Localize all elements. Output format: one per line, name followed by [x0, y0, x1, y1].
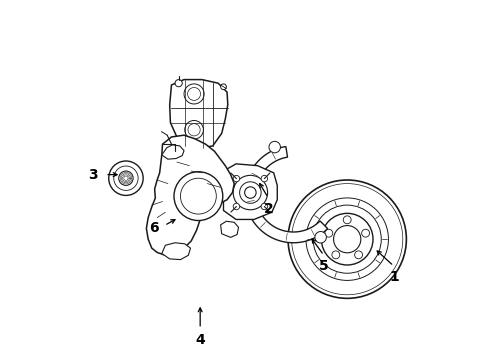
- Circle shape: [240, 182, 261, 203]
- Circle shape: [175, 80, 182, 87]
- Circle shape: [332, 251, 340, 259]
- Circle shape: [185, 121, 203, 139]
- Circle shape: [261, 203, 268, 210]
- Circle shape: [325, 229, 333, 237]
- Circle shape: [188, 124, 200, 136]
- Circle shape: [109, 161, 143, 195]
- Text: 3: 3: [88, 168, 98, 182]
- Circle shape: [334, 226, 361, 253]
- Circle shape: [261, 175, 268, 182]
- Text: 5: 5: [319, 259, 329, 273]
- Circle shape: [245, 187, 256, 198]
- Circle shape: [343, 216, 351, 224]
- Polygon shape: [170, 80, 228, 148]
- Polygon shape: [223, 164, 277, 220]
- Circle shape: [288, 180, 406, 298]
- Circle shape: [114, 166, 138, 190]
- Circle shape: [119, 171, 133, 185]
- Polygon shape: [162, 243, 191, 260]
- Circle shape: [233, 203, 240, 210]
- Circle shape: [269, 141, 280, 153]
- Text: 6: 6: [149, 221, 158, 235]
- Circle shape: [220, 84, 226, 90]
- Polygon shape: [220, 221, 239, 237]
- Circle shape: [233, 175, 240, 182]
- Circle shape: [180, 178, 216, 214]
- Circle shape: [313, 205, 381, 273]
- Text: 4: 4: [196, 333, 205, 347]
- Circle shape: [174, 172, 223, 221]
- Polygon shape: [167, 144, 183, 158]
- Polygon shape: [162, 145, 184, 159]
- Circle shape: [355, 251, 363, 259]
- Circle shape: [321, 213, 373, 265]
- Polygon shape: [147, 135, 234, 255]
- Circle shape: [233, 175, 268, 210]
- Polygon shape: [245, 147, 328, 243]
- Circle shape: [188, 87, 200, 100]
- Circle shape: [315, 231, 326, 243]
- Circle shape: [292, 184, 403, 295]
- Text: 1: 1: [389, 270, 399, 284]
- Circle shape: [306, 198, 389, 280]
- Circle shape: [362, 229, 369, 237]
- Text: 2: 2: [264, 202, 273, 216]
- Circle shape: [184, 84, 204, 104]
